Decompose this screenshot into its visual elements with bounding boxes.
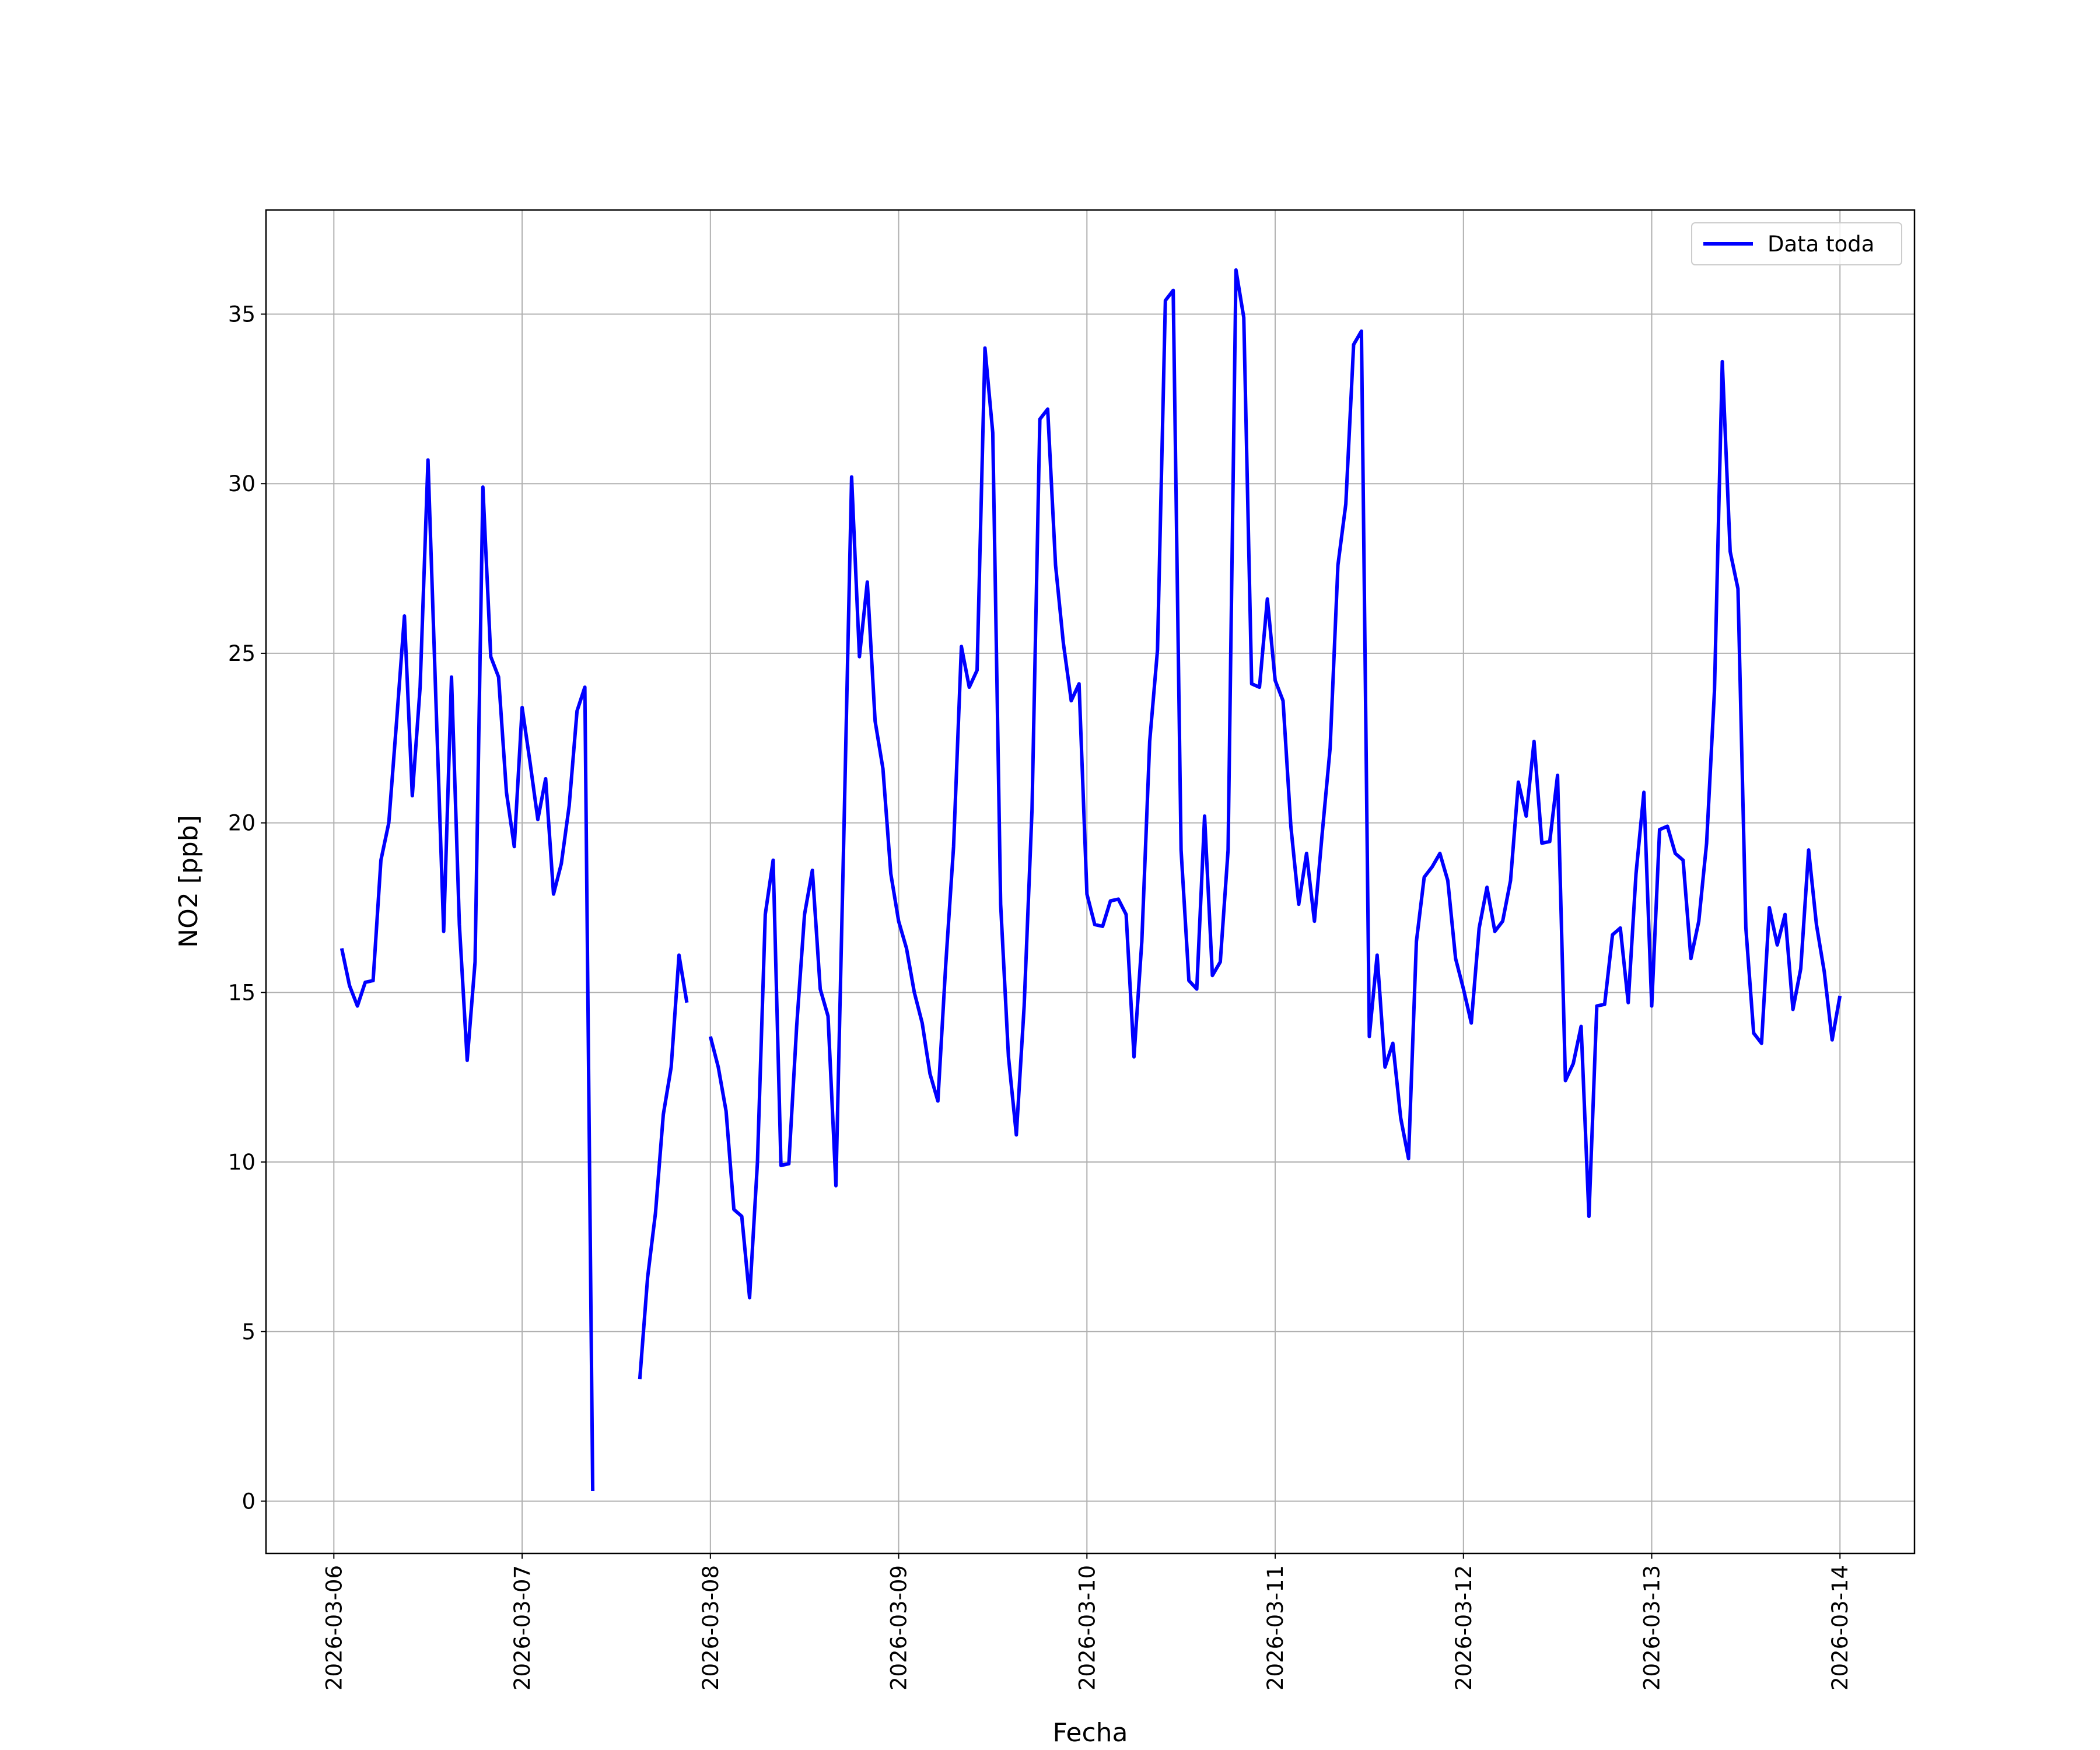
legend-box <box>1691 222 1902 265</box>
x-tick-label: 2026-03-11 <box>1263 1565 1288 1690</box>
x-axis-label: Fecha <box>1052 1718 1128 1748</box>
x-tick-label: 2026-03-14 <box>1828 1565 1853 1690</box>
x-tick-label: 2026-03-07 <box>510 1565 535 1690</box>
grid <box>266 210 1915 1553</box>
y-tick-label: 25 <box>228 641 256 666</box>
y-tick-label: 15 <box>228 980 256 1005</box>
data-line <box>340 268 1842 1492</box>
y-tick-label: 20 <box>228 811 256 836</box>
x-tick-label: 2026-03-06 <box>321 1565 346 1690</box>
x-tick-label: 2026-03-12 <box>1451 1565 1476 1690</box>
legend-label: Data toda <box>1768 232 1874 257</box>
y-tick-label: 10 <box>228 1150 256 1175</box>
x-tick-label: 2026-03-09 <box>887 1565 912 1690</box>
x-tick-label: 2026-03-13 <box>1640 1565 1665 1690</box>
y-axis-label: NO2 [ppb] <box>174 815 204 948</box>
legend: Data toda <box>1691 222 1902 265</box>
y-tick-label: 30 <box>228 471 256 496</box>
y-tick-label: 5 <box>242 1320 256 1345</box>
plot-frame <box>265 209 1916 1555</box>
x-tick-label: 2026-03-10 <box>1074 1565 1100 1690</box>
plot <box>340 268 1842 1492</box>
y-tick-label: 0 <box>242 1489 256 1514</box>
x-tick-label: 2026-03-08 <box>698 1565 723 1690</box>
y-tick-label: 35 <box>228 302 256 327</box>
